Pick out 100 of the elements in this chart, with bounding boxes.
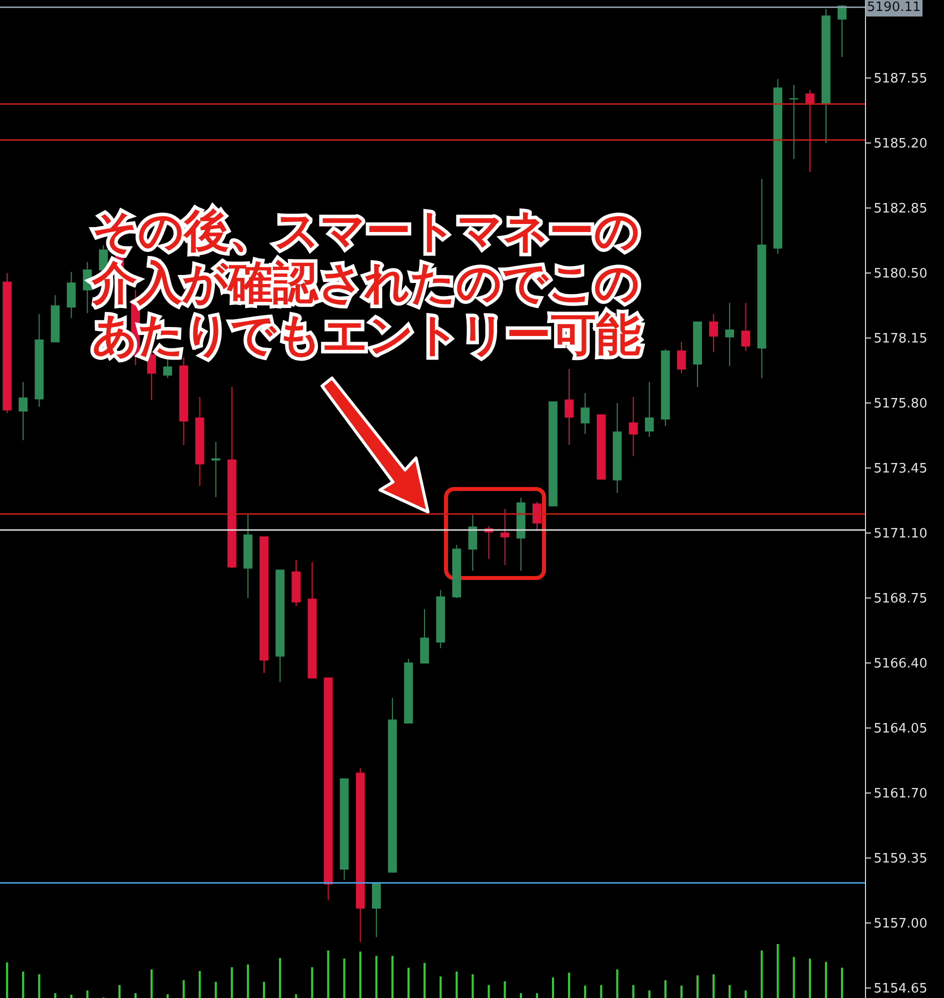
candlestick: [308, 562, 317, 678]
candlestick: [420, 608, 429, 664]
bar: [552, 977, 554, 998]
ref-line-label: 5190.11: [867, 0, 921, 15]
bar: [760, 950, 763, 998]
y-tick-label: 5161.70: [874, 786, 928, 802]
bar: [424, 962, 426, 998]
bar: [38, 974, 40, 998]
candlestick: [725, 302, 734, 366]
candlestick: [805, 89, 814, 173]
bar: [198, 971, 201, 998]
candlestick: [741, 302, 750, 352]
candlestick: [468, 514, 478, 572]
candlestick: [822, 8, 830, 144]
y-tick-label: 5168.75: [874, 592, 928, 607]
y-tick-label: 5166.40: [874, 656, 928, 672]
candlestick: [677, 341, 686, 374]
candlestick: [324, 677, 333, 901]
candlestick: [757, 178, 766, 379]
bar: [134, 993, 137, 998]
candlestick: [404, 658, 413, 724]
bar: [680, 986, 683, 998]
candlestick: [564, 368, 574, 446]
candlestick: [693, 321, 702, 388]
bar: [214, 982, 217, 998]
candlestick: [372, 882, 381, 938]
bar: [664, 980, 666, 998]
bar: [230, 967, 233, 998]
bar: [278, 958, 282, 998]
bar: [808, 958, 811, 998]
bar: [166, 994, 169, 998]
bar: [584, 986, 586, 998]
candlestick: [195, 396, 204, 486]
candlestick: [163, 357, 172, 379]
bar: [391, 956, 394, 998]
bar: [824, 962, 828, 998]
bar: [632, 985, 634, 998]
candlestick: [179, 356, 188, 446]
bar: [568, 972, 570, 998]
y-tick-label: 5154.65: [874, 982, 928, 997]
bar: [696, 975, 699, 998]
y-tick-label: 5175.80: [874, 396, 928, 412]
y-tick-label: 5180.50: [874, 266, 928, 282]
bar: [616, 969, 618, 998]
bar: [407, 968, 410, 998]
bar: [6, 962, 8, 998]
candlestick: [500, 508, 510, 566]
candlestick: [260, 536, 268, 674]
bar: [359, 952, 362, 998]
bar: [118, 985, 121, 998]
y-tick-label: 5178.15: [874, 332, 928, 347]
bar: [456, 972, 458, 998]
y-tick-label: 5182.85: [874, 202, 928, 217]
bar: [54, 993, 56, 998]
bar: [728, 985, 731, 998]
candlestick: [789, 84, 798, 160]
bar: [648, 990, 650, 998]
bar: [150, 969, 153, 998]
bar: [792, 956, 795, 998]
candlestick: [838, 4, 846, 58]
bar: [488, 985, 490, 998]
y-tick-label: 5164.05: [874, 722, 928, 737]
bar: [311, 967, 314, 998]
candlestick: [340, 778, 349, 880]
candlestick: [580, 392, 590, 434]
bar: [182, 980, 185, 998]
bar: [246, 964, 249, 998]
candlestick: [292, 560, 301, 607]
y-tick-label: 5171.10: [874, 526, 928, 542]
y-tick-label: 5159.35: [874, 852, 928, 867]
bar: [840, 968, 844, 998]
candlestick: [18, 382, 28, 441]
candlestick: [709, 313, 718, 353]
candlestick: [516, 497, 526, 572]
bar: [712, 974, 715, 998]
bar: [520, 993, 522, 998]
candlestick: [34, 313, 44, 408]
bar: [472, 974, 474, 998]
candlestick: [276, 570, 284, 683]
bar: [600, 985, 602, 998]
bar: [375, 956, 378, 998]
candlestick: [452, 544, 462, 599]
candlestick: [227, 386, 236, 569]
y-tick-label: 5185.20: [874, 136, 928, 152]
bar: [744, 990, 747, 998]
candlestick: [773, 78, 782, 254]
candlestick: [596, 414, 606, 480]
candlestick: [612, 402, 622, 494]
bar: [262, 982, 266, 998]
candlestick: [436, 590, 446, 649]
bar: [295, 994, 298, 998]
candlestick: [243, 514, 252, 599]
y-tick-label: 5173.45: [874, 462, 928, 477]
candlestick: [628, 396, 638, 457]
candlestick: [660, 348, 670, 426]
bar: [504, 981, 506, 998]
candlestick: [388, 697, 397, 873]
candlestick: [548, 401, 558, 506]
candlestick: [2, 272, 12, 414]
y-tick-label: 5187.55: [874, 72, 928, 87]
